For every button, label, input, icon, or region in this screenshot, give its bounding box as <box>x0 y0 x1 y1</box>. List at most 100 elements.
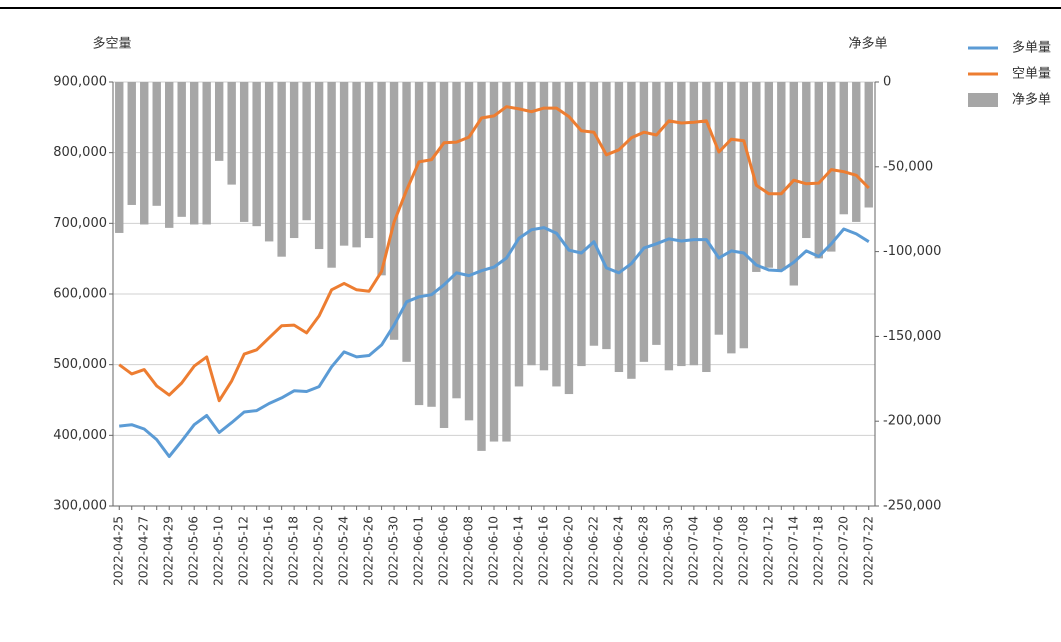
x-tick-label: 2022-04-25 <box>112 516 126 586</box>
y2-axis-title: 净多单 <box>848 36 887 52</box>
y2-tick-label: -50,000 <box>883 159 933 174</box>
legend-label: 空单量 <box>1012 67 1051 82</box>
bar <box>652 82 661 345</box>
bar <box>839 82 848 215</box>
bar <box>339 82 349 246</box>
x-tick-label: 2022-07-04 <box>686 516 700 586</box>
bar <box>852 82 861 222</box>
bar <box>227 82 236 185</box>
bar <box>189 82 199 225</box>
x-tick-label: 2022-06-16 <box>536 516 550 586</box>
legend-label: 多单量 <box>1012 40 1051 56</box>
x-tick-label: 2022-06-06 <box>437 516 451 586</box>
bar <box>814 82 823 259</box>
bar <box>214 82 224 161</box>
x-tick-label: 2022-05-20 <box>312 516 326 586</box>
x-tick-label: 2022-07-20 <box>836 516 850 586</box>
y-tick-label: 700,000 <box>53 216 107 231</box>
bar <box>377 82 386 276</box>
bar <box>577 82 586 367</box>
bar <box>302 82 311 221</box>
bar <box>414 82 424 406</box>
bar <box>689 82 699 366</box>
y-tick-label: 400,000 <box>53 428 107 443</box>
bar <box>752 82 761 272</box>
x-tick-label: 2022-06-08 <box>462 516 476 586</box>
x-tick-label: 2022-06-24 <box>611 516 625 586</box>
line-series <box>118 105 870 403</box>
bar <box>702 82 711 373</box>
bar <box>777 82 786 271</box>
x-tick-label: 2022-06-28 <box>636 516 650 586</box>
bar <box>127 82 136 205</box>
y-tick-label: 600,000 <box>53 287 107 302</box>
bar <box>789 82 799 286</box>
bar <box>714 82 724 335</box>
bar <box>239 82 249 222</box>
x-tick-label: 2022-05-24 <box>337 516 351 586</box>
y2-tick-label: -250,000 <box>883 499 941 514</box>
x-tick-label: 2022-05-16 <box>262 516 276 586</box>
bar <box>177 82 186 217</box>
bar <box>477 82 486 451</box>
bar <box>727 82 736 354</box>
x-tick-label: 2022-05-30 <box>387 516 401 586</box>
bar <box>602 82 611 350</box>
bar <box>739 82 749 349</box>
x-tick-label: 2022-06-20 <box>561 516 575 586</box>
bar <box>427 82 436 407</box>
bar <box>489 82 499 442</box>
bar <box>514 82 524 387</box>
bar <box>115 82 124 233</box>
x-tick-label: 2022-07-14 <box>786 516 800 586</box>
x-tick-label: 2022-06-01 <box>412 516 426 586</box>
y-tick-label: 900,000 <box>53 75 107 90</box>
y2-tick-label: 0 <box>883 75 891 90</box>
x-tick-label: 2022-06-30 <box>661 516 675 586</box>
x-tick-label: 2022-04-29 <box>162 516 176 586</box>
y-tick-label: 300,000 <box>53 499 107 514</box>
bar <box>264 82 274 242</box>
bar <box>827 82 836 252</box>
x-tick-label: 2022-05-12 <box>237 516 251 586</box>
y-tick-label: 500,000 <box>53 357 107 372</box>
x-tick-label: 2022-06-22 <box>586 516 600 586</box>
bar <box>564 82 574 395</box>
bar <box>402 82 411 362</box>
bar <box>327 82 336 268</box>
x-tick-label: 2022-06-10 <box>487 516 501 586</box>
bar <box>527 82 536 366</box>
bar <box>452 82 461 399</box>
legend-swatch <box>968 93 998 107</box>
x-tick-label: 2022-05-26 <box>362 516 376 586</box>
x-tick-label: 2022-05-10 <box>212 516 226 586</box>
bar <box>439 82 449 428</box>
bar <box>314 82 324 250</box>
legend-label: 净多单 <box>1012 92 1051 108</box>
bar <box>202 82 211 225</box>
bar <box>152 82 161 206</box>
bar <box>352 82 361 248</box>
bar <box>614 82 624 373</box>
bar <box>389 82 399 340</box>
line-series <box>119 226 870 458</box>
bar <box>802 82 811 239</box>
bar <box>289 82 299 239</box>
bar <box>627 82 636 379</box>
bar <box>277 82 286 257</box>
bar <box>677 82 686 367</box>
y2-tick-label: -200,000 <box>883 414 941 429</box>
bar <box>664 82 674 371</box>
y-axis-title: 多空量 <box>92 36 131 52</box>
x-tick-label: 2022-07-06 <box>711 516 725 586</box>
x-tick-label: 2022-07-18 <box>811 516 825 586</box>
y-tick-label: 800,000 <box>53 145 107 160</box>
x-tick-label: 2022-07-22 <box>861 516 875 586</box>
bar <box>464 82 474 421</box>
bar <box>165 82 174 228</box>
bar <box>364 82 374 239</box>
x-tick-label: 2022-04-27 <box>137 516 151 586</box>
bar <box>764 82 774 268</box>
y2-tick-label: -150,000 <box>883 329 941 344</box>
